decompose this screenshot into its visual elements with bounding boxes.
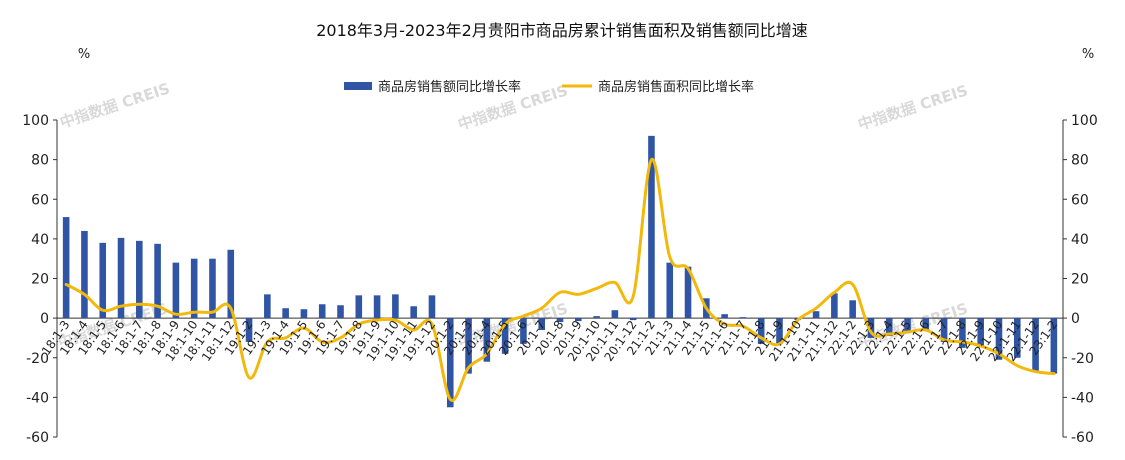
y-tick-label-left: 20 [31, 272, 49, 288]
watermark-text: 中指数据 CREIS [856, 81, 970, 133]
y-tick-label-left: 60 [31, 192, 49, 208]
y-tick-label-right: 40 [1071, 232, 1089, 248]
bar-sales-amount [154, 243, 161, 319]
bar-sales-amount [684, 266, 692, 319]
bar-sales-amount [940, 318, 948, 342]
y-left-unit: % [78, 47, 90, 62]
line-sales-area [64, 158, 1056, 402]
bar-series [62, 135, 1058, 408]
bar-sales-amount [977, 318, 984, 346]
y-right-unit: % [1082, 47, 1094, 62]
bar-sales-amount [831, 293, 838, 319]
bar-sales-amount [136, 240, 143, 319]
y-tick-label-left: 0 [40, 311, 49, 327]
chart-title: 2018年3月-2023年2月贵阳市商品房累计销售面积及销售额同比增速 [316, 21, 808, 40]
bar-sales-amount [776, 318, 783, 344]
bar-sales-amount [1013, 318, 1021, 358]
bar-sales-amount [282, 308, 289, 319]
bar-sales-amount [739, 317, 747, 319]
y-tick-label-right: 60 [1071, 192, 1089, 208]
bar-sales-amount [629, 318, 637, 321]
bar-sales-amount [520, 318, 527, 344]
bar-sales-amount [483, 318, 491, 362]
y-tick-label-left: 100 [22, 113, 49, 129]
bar-sales-amount [1032, 318, 1039, 372]
bar-sales-amount [227, 249, 235, 319]
bar-sales-amount [501, 318, 509, 354]
bar-sales-amount [867, 318, 875, 338]
bar-sales-amount [355, 295, 363, 319]
bar-sales-amount [62, 217, 70, 319]
bar-sales-amount [904, 318, 911, 332]
line-series [64, 158, 1056, 402]
bar-sales-amount [666, 262, 674, 319]
bar-sales-amount [465, 318, 472, 374]
bar-sales-amount [264, 294, 271, 319]
bar-sales-amount [574, 318, 582, 322]
x-tick-labels: 18:1-318:1-418:1-518:1-618:1-718:1-818:1… [39, 318, 1061, 364]
legend-label-sales-amount: 商品房销售额同比增长率 [378, 79, 521, 95]
bar-sales-amount [885, 318, 893, 336]
legend-label-sales-area: 商品房销售面积同比增长率 [598, 79, 754, 95]
bar-sales-amount [556, 318, 564, 323]
bar-sales-amount [849, 300, 856, 319]
y-tick-label-right: -60 [1071, 430, 1094, 446]
bar-sales-amount [812, 311, 820, 319]
bar-sales-amount [538, 318, 546, 331]
bar-sales-amount [995, 318, 1003, 360]
y-tick-label-left: 40 [31, 232, 49, 248]
y-tick-label-left: -40 [26, 390, 49, 406]
y-tick-label-right: 20 [1071, 272, 1089, 288]
bar-sales-amount [959, 318, 966, 348]
bar-sales-amount [190, 258, 198, 319]
y-tick-label-right: 80 [1071, 153, 1089, 169]
bar-sales-amount [428, 295, 436, 319]
bar-sales-amount [392, 294, 399, 319]
y-tick-label-right: 100 [1071, 113, 1098, 129]
bar-sales-amount [410, 306, 417, 319]
bar-sales-amount [99, 242, 107, 319]
y-tick-label-left: 80 [31, 153, 49, 169]
bar-sales-amount [648, 135, 655, 319]
bar-sales-amount [593, 316, 600, 319]
legend: 商品房销售额同比增长率 商品房销售面积同比增长率 [344, 79, 754, 95]
bar-sales-amount [209, 258, 216, 319]
y-tick-label-left: -60 [26, 430, 49, 446]
y-tick-label-left: -20 [26, 351, 49, 367]
bar-sales-amount [117, 237, 125, 319]
bar-sales-amount [721, 314, 728, 319]
y-tick-label-right: 0 [1071, 311, 1080, 327]
bar-sales-amount [300, 309, 308, 319]
bar-sales-amount [757, 318, 765, 344]
bar-sales-amount [446, 318, 454, 408]
bar-sales-amount [611, 310, 619, 319]
bar-sales-amount [318, 304, 326, 319]
bar-sales-amount [245, 318, 253, 342]
y-tick-label-right: -40 [1071, 390, 1094, 406]
bar-sales-amount [172, 262, 180, 319]
legend-swatch-bar [344, 82, 372, 90]
bar-sales-amount [922, 318, 930, 331]
bar-sales-amount [81, 230, 88, 319]
watermark-text: 中指数据 CREIS [58, 79, 172, 131]
y-tick-label-right: -20 [1071, 351, 1094, 367]
bar-sales-amount [1050, 318, 1058, 374]
bar-sales-amount [373, 295, 381, 319]
axes: 100 80 60 40 20 0 -20 -40 -60 100 80 60 40 20 0 -20 -40 -… [22, 113, 1097, 446]
bar-sales-amount [337, 305, 344, 319]
